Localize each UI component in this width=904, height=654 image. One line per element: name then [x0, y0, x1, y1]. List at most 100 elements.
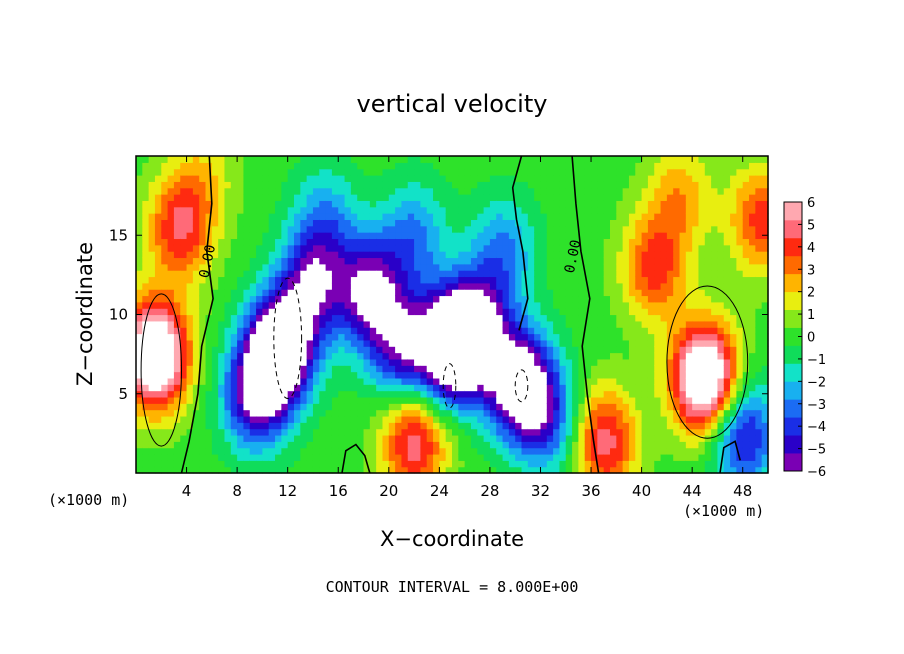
heatmap-cell	[458, 339, 466, 347]
heatmap-cell	[723, 358, 731, 366]
heatmap-cell	[369, 200, 377, 208]
heatmap-cell	[420, 181, 428, 189]
heatmap-cell	[186, 327, 194, 335]
heatmap-cell	[502, 403, 510, 411]
heatmap-cell	[622, 403, 630, 411]
heatmap-cell	[192, 289, 200, 297]
heatmap-cell	[698, 263, 706, 271]
heatmap-cell	[742, 232, 750, 240]
heatmap-cell	[464, 333, 472, 341]
heatmap-cell	[483, 238, 491, 246]
heatmap-cell	[458, 434, 466, 442]
heatmap-cell	[249, 377, 257, 385]
heatmap-cell	[230, 270, 238, 278]
heatmap-cell	[199, 225, 207, 233]
heatmap-cell	[382, 238, 390, 246]
heatmap-cell	[433, 339, 440, 347]
heatmap-cell	[723, 225, 731, 233]
heatmap-cell	[508, 434, 516, 442]
heatmap-cell	[331, 371, 339, 379]
heatmap-cell	[761, 301, 769, 309]
heatmap-cell	[685, 371, 693, 379]
heatmap-cell	[736, 238, 744, 246]
heatmap-cell	[717, 206, 725, 214]
heatmap-cell	[685, 460, 693, 468]
heatmap-cell	[628, 295, 636, 303]
heatmap-cell	[635, 428, 643, 436]
heatmap-cell	[527, 244, 535, 252]
heatmap-cell	[502, 232, 510, 240]
heatmap-cell	[584, 244, 592, 252]
heatmap-cell	[319, 422, 327, 430]
heatmap-cell	[597, 276, 605, 284]
heatmap-cell	[357, 314, 365, 322]
heatmap-cell	[357, 175, 365, 182]
heatmap-cell	[628, 175, 636, 182]
heatmap-cell	[730, 352, 737, 360]
heatmap-cell	[331, 441, 339, 449]
heatmap-cell	[331, 377, 339, 385]
heatmap-cell	[698, 447, 706, 455]
heatmap-cell	[395, 403, 403, 411]
heatmap-cell	[312, 460, 320, 468]
heatmap-cell	[521, 396, 529, 404]
heatmap-cell	[325, 441, 333, 449]
heatmap-cell	[218, 339, 226, 347]
heatmap-cell	[199, 263, 207, 271]
heatmap-cell	[350, 352, 358, 360]
heatmap-cell	[426, 162, 434, 170]
heatmap-cell	[186, 270, 194, 278]
heatmap-cell	[698, 187, 706, 195]
heatmap-cell	[224, 346, 232, 354]
heatmap-cell	[262, 428, 270, 436]
heatmap-cell	[256, 428, 263, 436]
heatmap-cell	[388, 162, 396, 170]
heatmap-cell	[205, 346, 213, 354]
heatmap-cell	[363, 384, 371, 392]
heatmap-cell	[180, 415, 188, 423]
heatmap-cell	[647, 225, 655, 233]
heatmap-cell	[515, 434, 523, 442]
heatmap-cell	[591, 352, 598, 360]
heatmap-cell	[344, 339, 352, 347]
heatmap-cell	[312, 314, 320, 322]
heatmap-cell	[275, 466, 282, 474]
heatmap-cell	[331, 434, 339, 442]
heatmap-cell	[148, 219, 156, 227]
heatmap-cell	[344, 244, 352, 252]
heatmap-cell	[470, 156, 478, 163]
heatmap-cell	[167, 447, 175, 455]
heatmap-cell	[382, 168, 390, 176]
heatmap-cell	[508, 308, 516, 316]
heatmap-cell	[243, 276, 251, 284]
heatmap-cell	[433, 225, 440, 233]
heatmap-cell	[755, 194, 763, 201]
heatmap-cell	[597, 162, 605, 170]
heatmap-cell	[262, 447, 270, 455]
heatmap-cell	[186, 181, 194, 189]
heatmap-cell	[698, 301, 706, 309]
heatmap-cell	[154, 225, 162, 233]
heatmap-cell	[685, 244, 693, 252]
heatmap-cell	[527, 428, 535, 436]
heatmap-cell	[470, 175, 478, 182]
heatmap-cell	[344, 194, 352, 201]
heatmap-cell	[452, 181, 459, 189]
heatmap-cell	[660, 175, 668, 182]
heatmap-cell	[698, 162, 706, 170]
heatmap-cell	[199, 422, 207, 430]
heatmap-cell	[553, 181, 561, 189]
heatmap-cell	[363, 162, 371, 170]
heatmap-cell	[717, 238, 725, 246]
heatmap-cell	[635, 308, 643, 316]
heatmap-cell	[647, 428, 655, 436]
heatmap-cell	[470, 352, 478, 360]
heatmap-cell	[666, 276, 674, 284]
heatmap-cell	[666, 346, 674, 354]
heatmap-cell	[628, 422, 636, 430]
heatmap-cell	[660, 365, 668, 373]
heatmap-cell	[420, 232, 428, 240]
heatmap-cell	[344, 390, 352, 398]
heatmap-cell	[306, 466, 314, 474]
heatmap-cell	[325, 460, 333, 468]
